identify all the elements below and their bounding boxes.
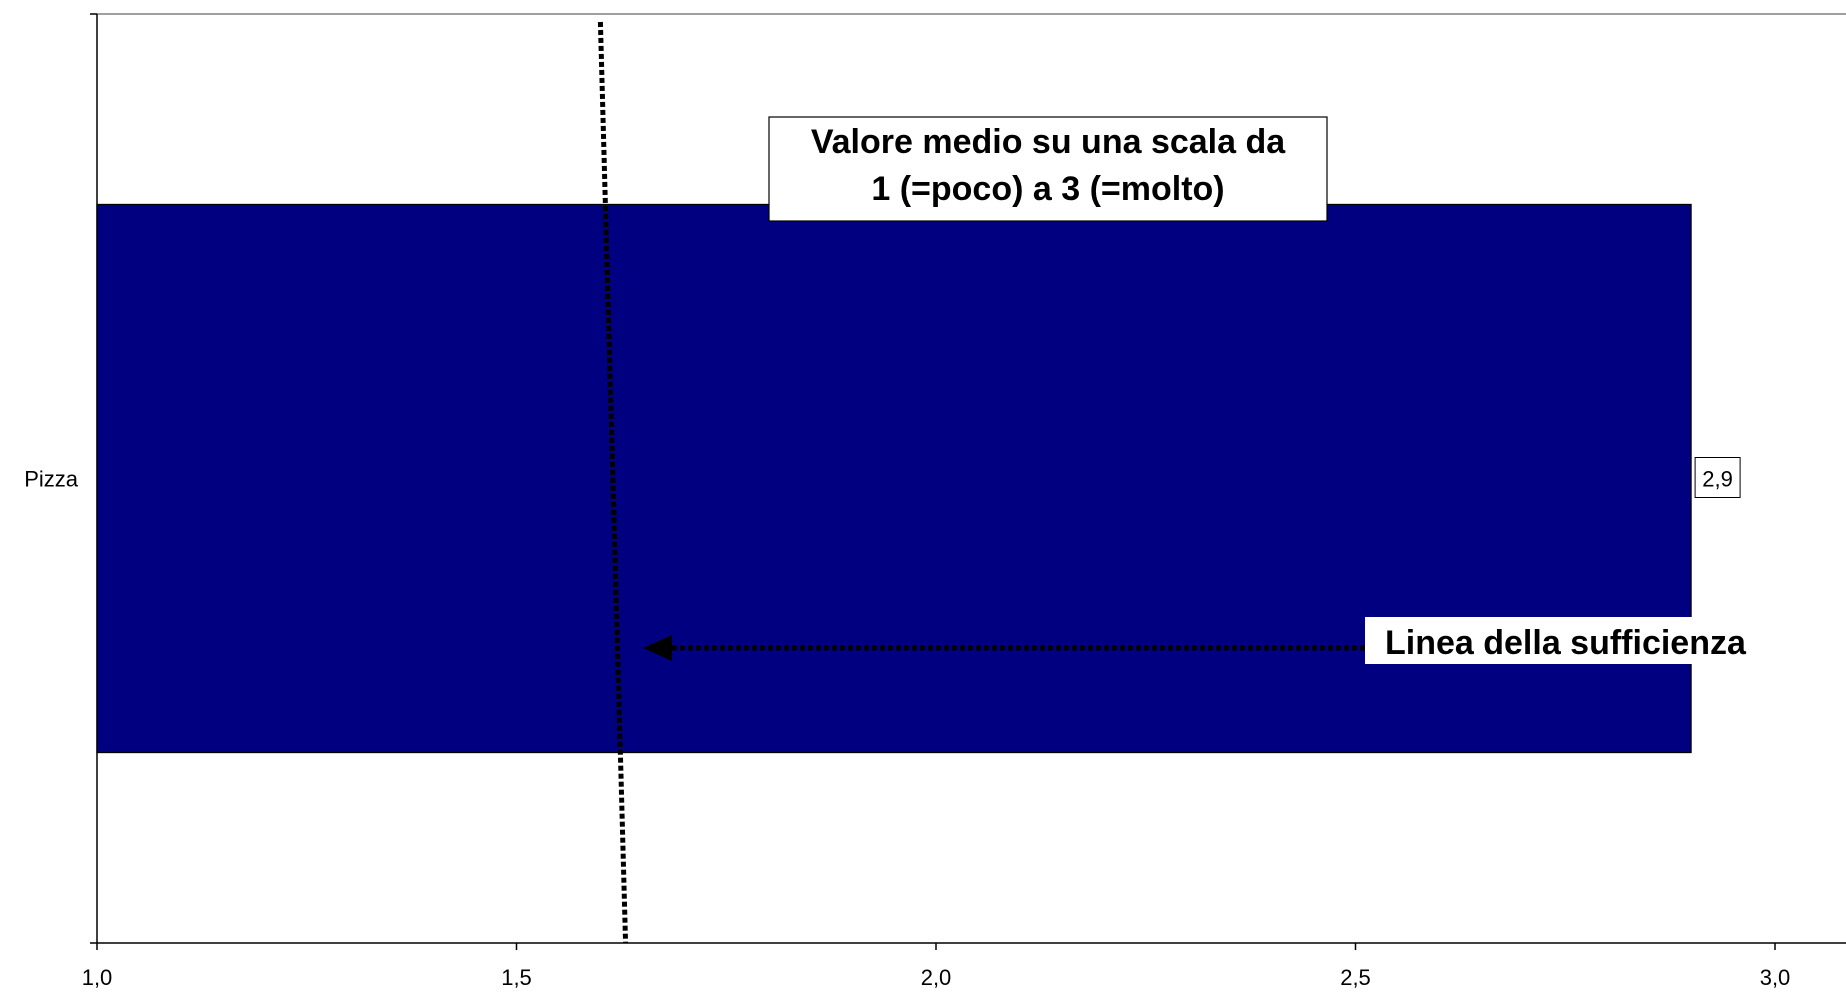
title-annotation: Valore medio su una scala da 1 (=poco) a … bbox=[768, 116, 1328, 222]
title-line-2: 1 (=poco) a 3 (=molto) bbox=[871, 170, 1224, 208]
x-tick-label: 3,0 bbox=[1760, 965, 1791, 990]
x-tick-label: 2,5 bbox=[1340, 965, 1371, 990]
bar-pizza bbox=[96, 203, 1692, 754]
x-axis-ticks: 1,0 1,5 2,0 2,5 3,0 bbox=[82, 943, 1791, 990]
x-tick-label: 1,5 bbox=[501, 965, 532, 990]
data-label-box bbox=[1694, 457, 1741, 498]
reference-line-label: Linea della sufficienza bbox=[1385, 624, 1747, 662]
bars: Pizza 2,9 bbox=[24, 203, 1741, 754]
sufficiency-line bbox=[597, 21, 629, 944]
reference-label-box bbox=[1365, 617, 1785, 664]
x-tick-label: 2,0 bbox=[921, 965, 952, 990]
category-label: Pizza bbox=[24, 467, 79, 492]
reference-line-annotation: Linea della sufficienza bbox=[643, 617, 1785, 664]
reference-line-group bbox=[597, 21, 629, 944]
data-label: 2,9 bbox=[1702, 467, 1733, 492]
title-box-frame bbox=[768, 116, 1328, 222]
annotation-arrowhead bbox=[643, 635, 672, 661]
x-tick-label: 1,0 bbox=[82, 965, 113, 990]
title-line-1: Valore medio su una scala da bbox=[811, 123, 1286, 161]
